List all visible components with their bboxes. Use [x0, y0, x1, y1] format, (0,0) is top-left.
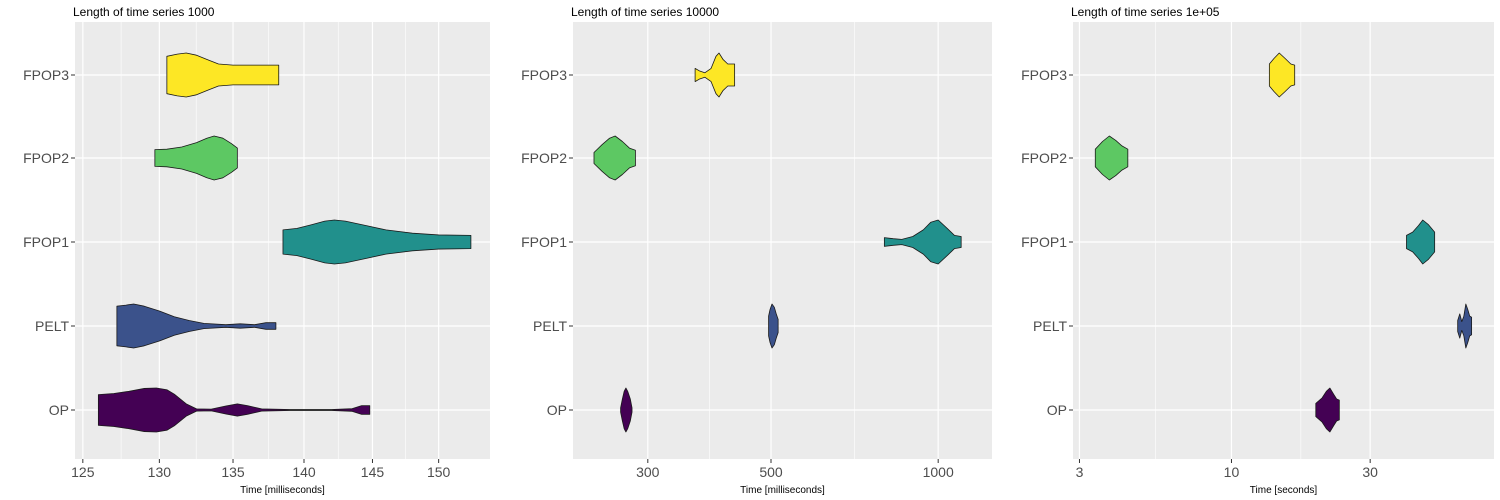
- y-tick-label: OP: [1047, 402, 1067, 418]
- axes: OP PELT FPOP1 FPOP2 FPOP3 125 130 135 140 145 150: [23, 67, 450, 480]
- violin-fpop1: [1406, 219, 1436, 265]
- violins: [1094, 52, 1473, 433]
- violin-fpop2: [593, 135, 636, 181]
- y-tick-label: FPOP1: [1021, 234, 1067, 250]
- x-tick-label: 150: [427, 464, 451, 480]
- grid: [573, 22, 992, 459]
- y-tick-label: FPOP2: [23, 150, 69, 166]
- violin-fpop3: [694, 52, 736, 98]
- y-tick-label: FPOP3: [521, 67, 567, 83]
- x-axis-label: Time [milliseconds]: [240, 485, 325, 496]
- violin-fpop2: [154, 135, 238, 181]
- violin-fpop3: [166, 52, 280, 98]
- x-axis-label: Time [milliseconds]: [740, 485, 825, 496]
- y-tick-label: FPOP3: [1021, 67, 1067, 83]
- x-tick-label: 130: [148, 464, 172, 480]
- violin-pelt: [116, 303, 277, 349]
- y-tick-label: FPOP3: [23, 67, 69, 83]
- x-tick-label: 145: [361, 464, 385, 480]
- y-tick-label: FPOP2: [1021, 150, 1067, 166]
- panel-title: Length of time series 1e+05: [1071, 5, 1220, 19]
- y-tick-label: FPOP1: [521, 234, 567, 250]
- violin-fpop1: [883, 219, 962, 265]
- x-tick-label: 300: [636, 464, 660, 480]
- x-tick-label: 10: [1224, 464, 1240, 480]
- x-tick-label: 140: [292, 464, 316, 480]
- panel-n1000: Length of time series 1000 OP PELT FPOP1 FP…: [23, 5, 490, 496]
- violin-op: [97, 387, 371, 433]
- x-tick-label: 3: [1076, 464, 1084, 480]
- violin-pelt: [768, 303, 779, 349]
- y-tick-label: FPOP1: [23, 234, 69, 250]
- panel-title: Length of time series 1000: [73, 5, 215, 19]
- violins: [593, 52, 962, 433]
- y-tick-label: OP: [547, 402, 567, 418]
- x-tick-label: 135: [221, 464, 245, 480]
- y-tick-label: PELT: [35, 318, 69, 334]
- y-tick-label: PELT: [1033, 318, 1067, 334]
- axes: OP PELT FPOP1 FPOP2 FPOP3 3 10 30: [1021, 67, 1378, 480]
- violin-op: [1315, 387, 1340, 433]
- x-tick-label: 30: [1362, 464, 1378, 480]
- violin-pelt: [1457, 303, 1473, 349]
- violin-fpop2: [1094, 135, 1129, 181]
- panel-n10000: Length of time series 10000 OP PELT FPOP1 F…: [521, 5, 992, 496]
- x-tick-label: 1000: [923, 464, 954, 480]
- x-tick-label: 125: [71, 464, 95, 480]
- x-tick-label: 500: [759, 464, 783, 480]
- y-tick-label: FPOP2: [521, 150, 567, 166]
- panel-title: Length of time series 10000: [571, 5, 719, 19]
- x-axis-label: Time [seconds]: [1250, 485, 1318, 496]
- violin-op: [620, 387, 633, 433]
- y-tick-label: OP: [49, 402, 69, 418]
- violin-fpop3: [1268, 52, 1296, 98]
- y-tick-label: PELT: [533, 318, 567, 334]
- axes: OP PELT FPOP1 FPOP2 FPOP3 300 500 1000: [521, 67, 954, 480]
- panel-n1e05: Length of time series 1e+05 OP PELT FPOP1 F…: [1021, 5, 1494, 496]
- violins: [97, 52, 472, 433]
- violin-fpop1: [282, 219, 472, 265]
